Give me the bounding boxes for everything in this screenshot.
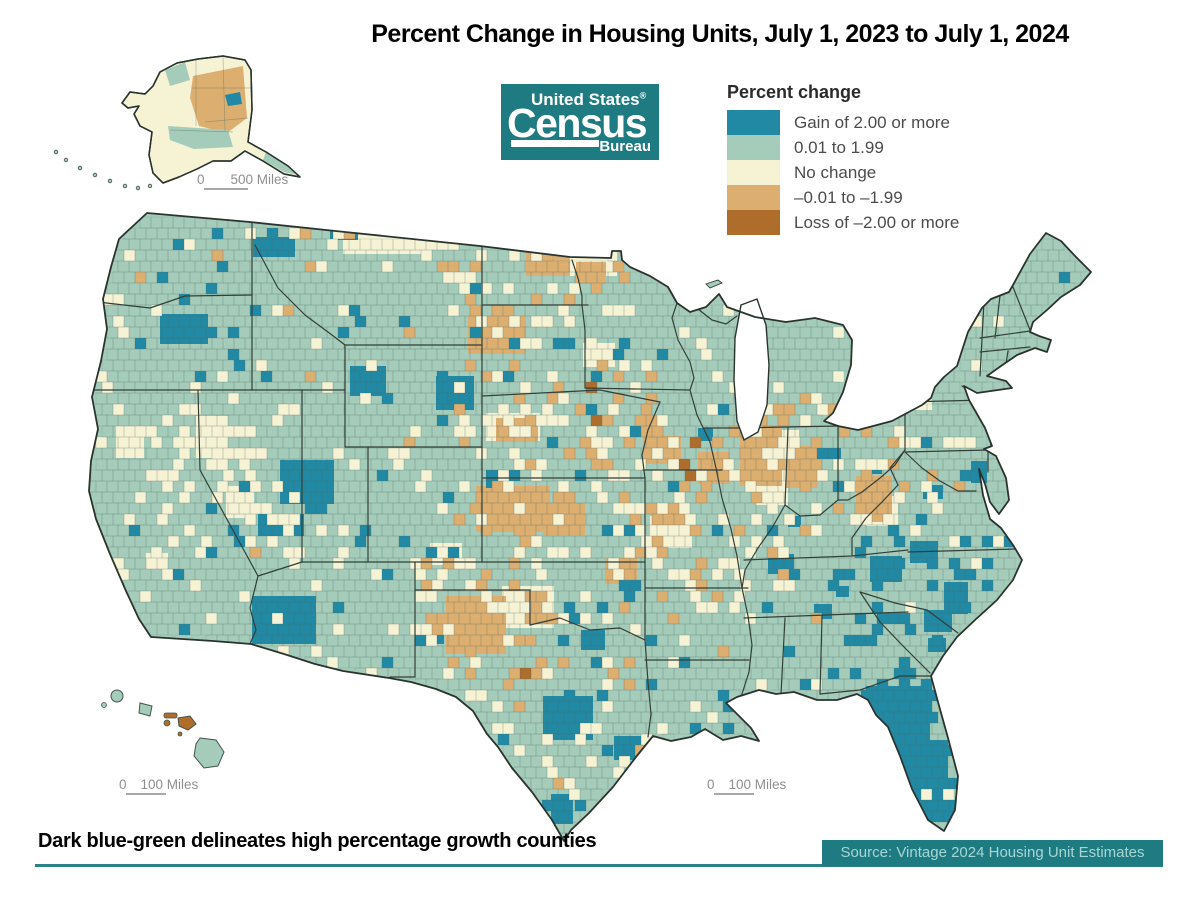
scale-line <box>714 793 754 795</box>
legend-item-label: –0.01 to –1.99 <box>794 187 903 207</box>
legend-swatch <box>727 210 780 235</box>
legend-rows: Gain of 2.00 or more 0.01 to 1.99 No chang… <box>727 110 959 235</box>
logo-united-states-text: United States <box>531 90 640 109</box>
logo-underline-bar <box>511 140 599 147</box>
conus <box>89 213 1091 841</box>
legend-item: 0.01 to 1.99 <box>727 135 959 160</box>
scale-zero-label: 0 <box>119 777 127 792</box>
legend-item: –0.01 to –1.99 <box>727 185 959 210</box>
legend-item-label: Loss of –2.00 or more <box>794 212 960 232</box>
legend-item-label: Gain of 2.00 or more <box>794 112 950 132</box>
legend-item-label: No change <box>794 162 877 182</box>
legend-item: No change <box>727 160 959 185</box>
legend-item: Gain of 2.00 or more <box>727 110 959 135</box>
logo-bureau-text: Bureau <box>599 138 651 155</box>
logo-census-text: Census <box>507 100 648 146</box>
legend-swatch <box>727 160 780 185</box>
legend-swatch <box>727 135 780 160</box>
bottom-divider-rule <box>35 864 1163 867</box>
legend-title: Percent change <box>727 82 862 102</box>
scale-distance-label: 100 Miles <box>728 777 787 792</box>
map-title: Percent Change in Housing Units, July 1,… <box>371 20 1069 48</box>
legend-item: Loss of –2.00 or more <box>727 210 959 235</box>
legend-swatch <box>727 110 780 135</box>
source-attribution-bar: Source: Vintage 2024 Housing Unit Estima… <box>822 840 1163 866</box>
scale-bar-hawaii: 0 100 Miles <box>119 777 199 795</box>
scale-line <box>204 188 248 190</box>
hawaii-inset <box>101 689 225 769</box>
scale-zero-label: 0 <box>197 172 205 187</box>
isle-royale <box>705 279 723 289</box>
legend-item-label: 0.01 to 1.99 <box>794 137 884 157</box>
scale-zero-label: 0 <box>707 777 715 792</box>
conus-outline <box>88 212 1092 842</box>
scale-line <box>126 793 166 795</box>
census-bureau-logo: United States® Census Bureau <box>501 84 659 160</box>
scale-bar-alaska: 0 500 Miles <box>197 172 289 190</box>
scale-distance-label: 500 Miles <box>230 172 289 187</box>
map-footnote: Dark blue-green delineates high percenta… <box>38 830 597 852</box>
legend: Percent change Gain of 2.00 or more 0.01 … <box>727 82 959 235</box>
alaska-inset <box>53 55 301 191</box>
scale-bar-conus: 0 100 Miles <box>707 777 787 795</box>
scale-distance-label: 100 Miles <box>140 777 199 792</box>
registered-trademark-icon: ® <box>639 90 647 101</box>
legend-swatch <box>727 185 780 210</box>
lake-michigan <box>733 298 770 442</box>
logo-united-states: United States® <box>531 90 646 110</box>
